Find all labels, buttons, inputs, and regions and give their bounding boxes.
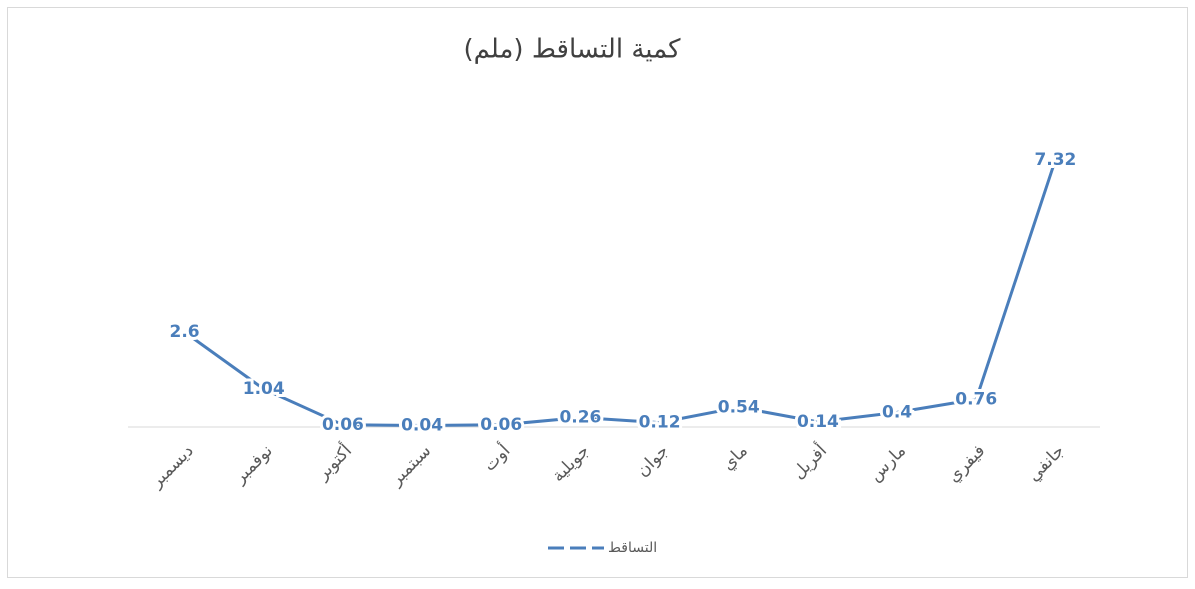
data-label: 0.14 xyxy=(797,412,839,432)
line xyxy=(183,159,1057,428)
data-label: 0.76 xyxy=(955,389,997,409)
data-label: 0.12 xyxy=(639,413,681,433)
data-label: 0.04 xyxy=(401,416,443,436)
data-label: 0.26 xyxy=(559,408,601,428)
data-label: 0.06 xyxy=(322,415,364,435)
data-label: 1.04 xyxy=(243,379,285,399)
data-label: 0.54 xyxy=(718,397,760,417)
data-label: 2.6 xyxy=(170,322,200,342)
chart-border xyxy=(7,7,1188,578)
data-label: 0.4 xyxy=(882,402,912,422)
legend-label: التساقط xyxy=(608,540,657,556)
chart-title: كمية التساقط (ملم) xyxy=(463,35,681,65)
data-label: 0.06 xyxy=(480,415,522,435)
data-label: 7.32 xyxy=(1034,150,1076,170)
